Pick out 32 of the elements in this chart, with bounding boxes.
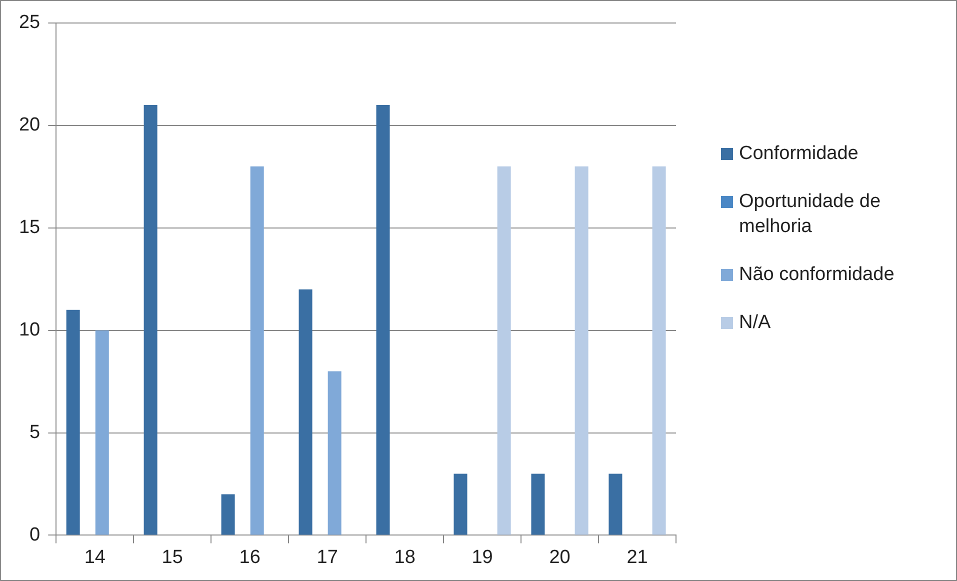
legend-label: N/A xyxy=(739,310,771,335)
x-tick-label: 15 xyxy=(162,546,183,568)
y-tick-label: 0 xyxy=(30,524,40,546)
legend-label: Não conformidade xyxy=(739,262,894,287)
bar xyxy=(608,474,622,535)
x-tick-label: 17 xyxy=(316,546,338,568)
x-tick-label: 20 xyxy=(549,546,570,568)
bar xyxy=(652,166,666,535)
x-tick-label: 14 xyxy=(84,546,106,568)
bar xyxy=(454,474,468,535)
bar xyxy=(328,371,342,535)
bar xyxy=(250,166,264,535)
bar xyxy=(144,104,158,535)
bar xyxy=(497,166,511,535)
x-tick-label: 16 xyxy=(239,546,260,568)
y-tick-label: 25 xyxy=(18,12,40,34)
bar xyxy=(376,104,390,535)
x-tick-label: 18 xyxy=(394,546,416,568)
bar xyxy=(531,474,545,535)
y-tick-label: 5 xyxy=(30,422,40,443)
legend-label: Oportunidade de melhoria xyxy=(739,190,882,240)
bar xyxy=(95,330,109,535)
x-tick-label: 19 xyxy=(472,546,493,568)
y-tick-label: 15 xyxy=(18,217,40,238)
bar xyxy=(298,289,312,535)
legend-label: Conformidade xyxy=(739,142,858,166)
y-tick-label: 10 xyxy=(18,320,40,341)
bar xyxy=(574,166,588,535)
x-tick-label: 21 xyxy=(626,546,648,568)
y-tick-label: 20 xyxy=(18,114,40,136)
bar xyxy=(221,494,235,535)
bar xyxy=(66,310,80,535)
